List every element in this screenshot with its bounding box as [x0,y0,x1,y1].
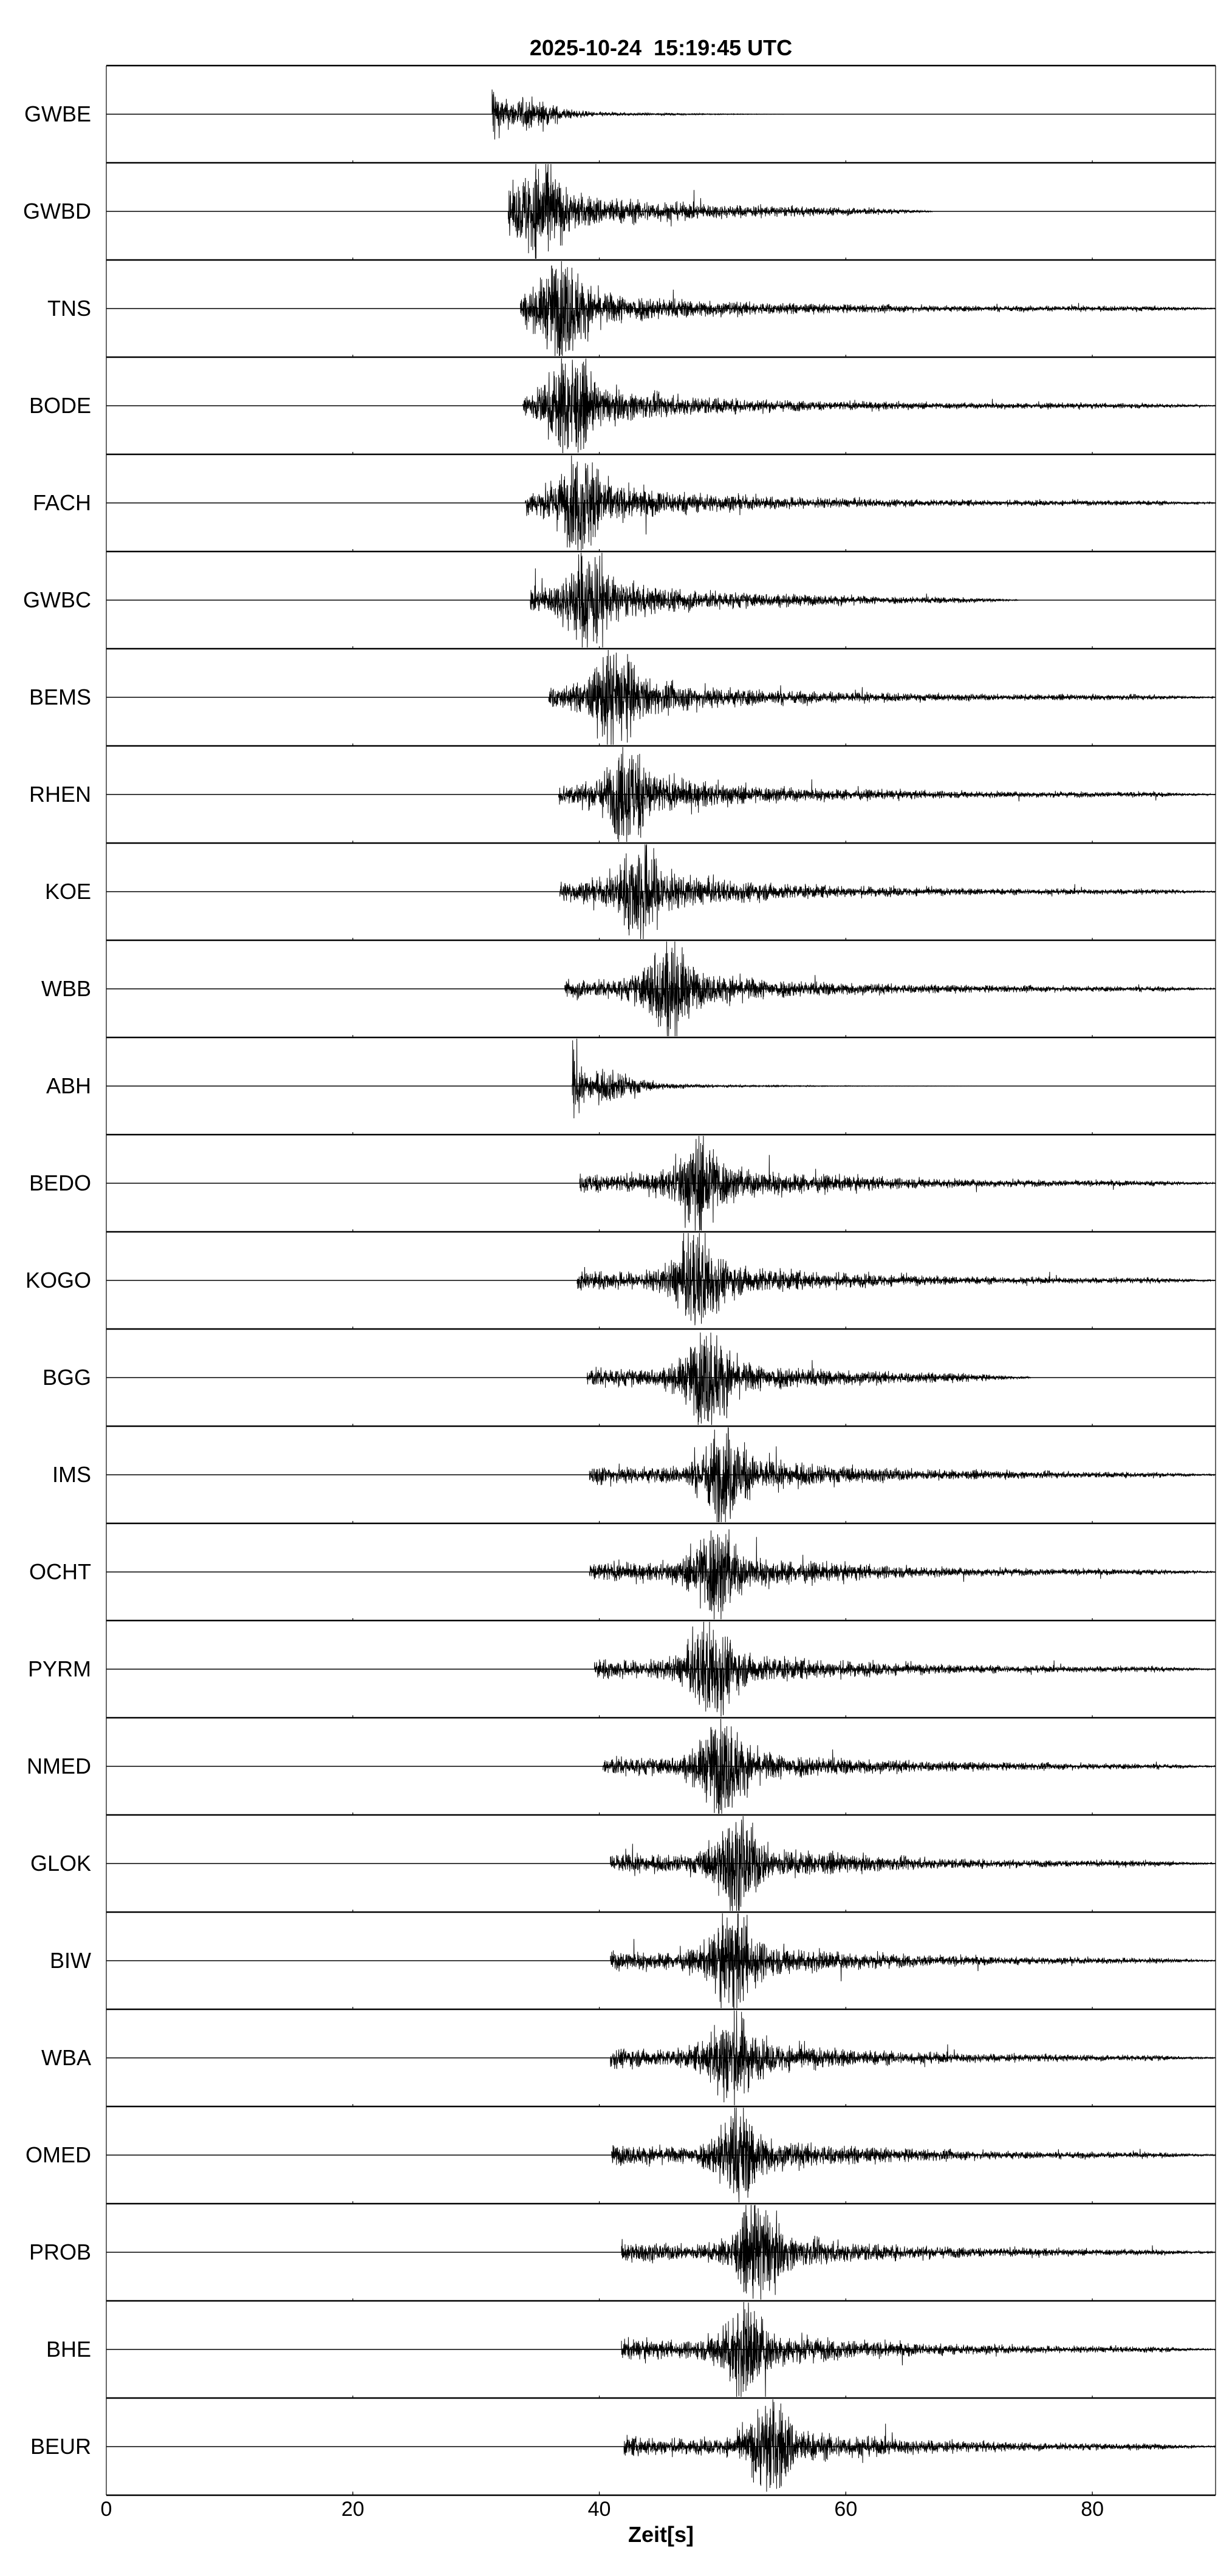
station-label: ABH [46,1073,91,1098]
x-tick-label: 0 [100,2498,112,2521]
waveform-trace [106,1718,1216,1814]
station-label: GLOK [30,1851,91,1876]
station-label: GWBD [23,199,91,224]
station-label: BODE [29,393,91,418]
station-label: BEMS [29,685,91,709]
station-label: WBB [41,976,91,1001]
station-label: KOE [44,879,91,904]
station-label: BIW [50,1948,91,1973]
waveform-trace [106,2399,1216,2492]
station-label: WBA [41,2045,91,2070]
station-label: GWBC [23,587,91,612]
station-label: TNS [47,296,91,321]
station-label: BHE [46,2337,91,2362]
x-tick-label: 40 [587,2498,611,2521]
station-label: KOGO [25,1268,91,1293]
waveform-trace [106,163,1216,259]
waveform-trace [106,1038,1216,1119]
waveform-trace [106,358,1216,454]
station-label: OCHT [29,1559,91,1584]
x-tick-label: 80 [1081,2498,1104,2521]
waveform-trace [106,1621,1216,1717]
waveform-trace [106,1529,1216,1620]
station-label: BEDO [29,1170,91,1195]
station-label: IMS [52,1462,91,1487]
waveform-trace [106,1232,1216,1325]
station-label: RHEN [29,782,91,807]
station-label: PYRM [27,1656,91,1681]
station-label: OMED [26,2142,91,2167]
x-tick-label: 20 [341,2498,364,2521]
station-label: FACH [32,490,91,515]
station-label: BEUR [30,2434,91,2459]
station-label: BGG [42,1365,91,1390]
waveform-trace [106,649,1216,745]
waveform-trace [106,1427,1216,1523]
station-label: NMED [27,1754,91,1778]
x-tick-label: 60 [834,2498,858,2521]
station-label: GWBE [24,101,91,126]
station-label: PROB [29,2239,91,2264]
waveform-trace [106,455,1216,551]
waveform-trace [106,1135,1216,1231]
x-axis-label: Zeit[s] [628,2522,694,2547]
waveform-trace [106,552,1216,648]
chart-title: 2025-10-24 15:19:45 UTC [529,35,793,60]
waveform-trace [106,1332,1216,1426]
